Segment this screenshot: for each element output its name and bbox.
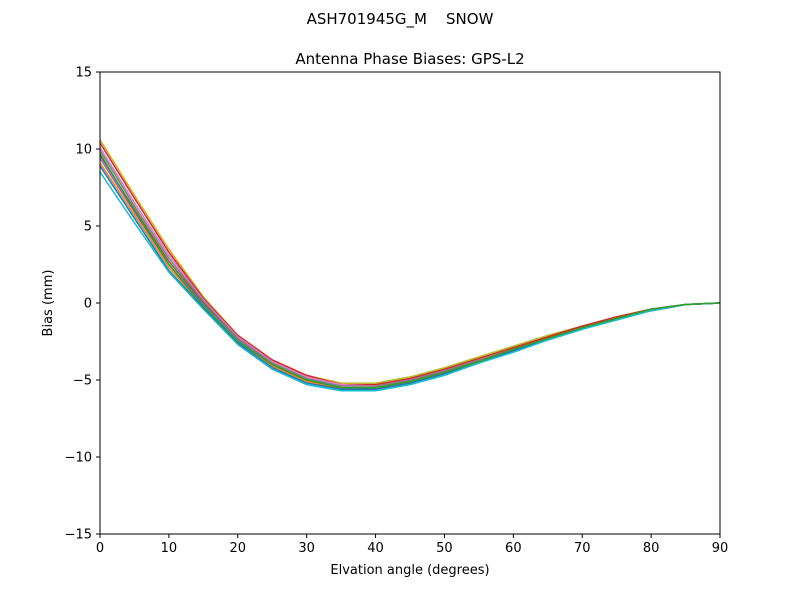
series-group xyxy=(99,139,721,392)
series-line-2 xyxy=(99,142,721,386)
plot-frame xyxy=(99,71,721,535)
y-tick-label: −5 xyxy=(73,374,92,389)
x-tick-label: 70 xyxy=(574,541,591,556)
x-tick-label: 20 xyxy=(230,541,247,556)
y-tick-label: −15 xyxy=(65,528,92,543)
series-line-9 xyxy=(99,171,721,392)
x-tick-label: 10 xyxy=(161,541,178,556)
series-line-10 xyxy=(99,153,721,389)
x-tick-label: 90 xyxy=(712,541,729,556)
x-tick-label: 60 xyxy=(505,541,522,556)
x-axis-ticks: 0 10 20 30 40 50 60 70 80 90 xyxy=(96,534,728,556)
x-tick-label: 30 xyxy=(298,541,315,556)
plot-area xyxy=(100,72,720,534)
figure-suptitle: ASH701945G_M SNOW xyxy=(307,10,494,29)
y-axis-ticks: −15 −10 −5 0 5 10 15 xyxy=(65,66,100,543)
x-tick-label: 80 xyxy=(643,541,660,556)
x-tick-label: 0 xyxy=(96,541,104,556)
y-tick-label: 0 xyxy=(84,297,92,312)
y-axis-label: Bias (mm) xyxy=(41,270,56,337)
y-tick-label: 15 xyxy=(75,66,92,81)
x-tick-label: 40 xyxy=(367,541,384,556)
x-tick-label: 50 xyxy=(436,541,453,556)
y-tick-label: 5 xyxy=(84,220,92,235)
y-tick-label: −10 xyxy=(65,451,92,466)
y-tick-label: 10 xyxy=(75,143,92,158)
x-axis-label: Elvation angle (degrees) xyxy=(330,563,489,578)
chart-title: Antenna Phase Biases: GPS-L2 xyxy=(295,50,524,68)
